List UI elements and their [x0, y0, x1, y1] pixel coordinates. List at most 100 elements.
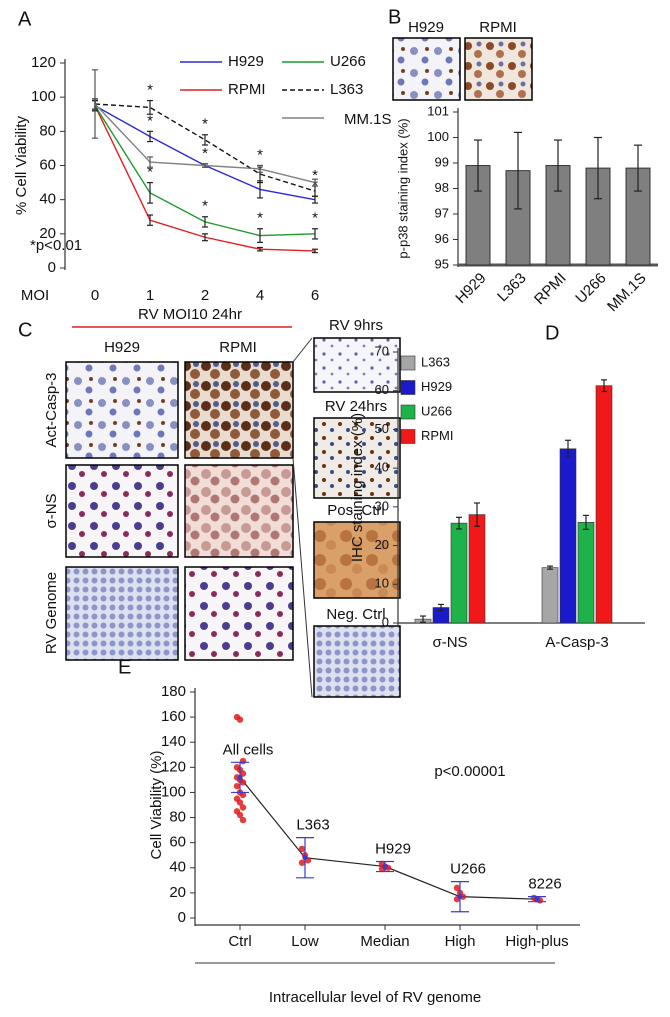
mean-point — [534, 896, 540, 902]
significance-mark: * — [257, 146, 263, 163]
bar — [559, 448, 577, 624]
control-label: RV 9hrs — [329, 317, 383, 334]
micrograph — [184, 464, 294, 558]
micrograph — [313, 417, 401, 499]
micrograph — [184, 566, 294, 661]
y-tick-label: 160 — [161, 708, 186, 725]
legend-label: L363 — [421, 354, 450, 369]
image-label: RPMI — [479, 19, 517, 36]
error-bar — [594, 136, 602, 200]
error-bar — [147, 181, 153, 204]
data-point — [233, 782, 241, 790]
point-label: H929 — [375, 840, 411, 857]
micrograph — [464, 37, 533, 101]
y-tick-label: 97 — [435, 205, 449, 220]
error-bar — [634, 144, 642, 192]
error-bar — [554, 139, 562, 192]
column-label: H929 — [104, 339, 140, 356]
data-point — [453, 884, 461, 892]
error-bar — [474, 139, 482, 192]
x-tick-label: RPMI — [531, 270, 570, 309]
legend-swatch — [400, 404, 416, 420]
data-point — [236, 716, 244, 723]
y-tick-label: 0 — [48, 259, 56, 276]
connector — [292, 457, 313, 698]
significance-mark: * — [147, 164, 153, 181]
x-tick-label: 2 — [201, 287, 209, 304]
column-label: RPMI — [219, 339, 257, 356]
significance-mark: * — [312, 210, 318, 227]
y-tick-label: 40 — [169, 859, 186, 876]
legend-swatch — [400, 429, 416, 444]
mean-point — [237, 774, 243, 780]
mean-point — [302, 855, 308, 861]
micrograph — [313, 625, 401, 698]
x-tick-label: U266 — [572, 270, 609, 307]
error-bar — [601, 379, 607, 393]
row-label: σ-NS — [43, 493, 60, 528]
micrograph — [313, 337, 401, 393]
error-bar — [583, 514, 589, 530]
panel-title: RV MOI10 24hr — [138, 306, 242, 323]
row-label: Act-Casp-3 — [43, 372, 60, 447]
significance-mark: * — [147, 82, 153, 99]
data-point — [236, 811, 244, 819]
y-tick-label: 100 — [427, 129, 449, 144]
micrograph — [65, 464, 179, 558]
panel-label: C — [18, 319, 32, 341]
error-bar — [92, 69, 98, 139]
y-tick-label: 100 — [31, 88, 56, 105]
connector — [292, 337, 313, 363]
y-tick-label: 40 — [39, 191, 56, 208]
panel-c: C RV MOI10 24hr H929 RPMI Act-Casp-3 σ-N… — [18, 306, 401, 698]
significance-mark: * — [312, 167, 318, 184]
mean-point — [457, 894, 463, 900]
x-axis-label: MOI — [21, 287, 49, 304]
y-tick-label: 180 — [161, 683, 186, 700]
y-tick-label: 140 — [161, 733, 186, 750]
x-tick-label: σ-NS — [432, 634, 467, 651]
micrograph — [65, 361, 179, 459]
legend-label: L363 — [330, 81, 363, 98]
legend-label: H929 — [228, 53, 264, 70]
x-tick-label: L363 — [494, 270, 530, 306]
error-bar — [257, 228, 263, 243]
note: *p<0.01 — [30, 237, 82, 254]
series-line — [94, 103, 316, 192]
y-tick-label: 20 — [39, 225, 56, 242]
control-label: Pos. Ctrl — [327, 502, 385, 519]
y-tick-label: 80 — [39, 122, 56, 139]
y-axis-label: IHC staining index (%) — [349, 413, 366, 562]
point-label: 8226 — [528, 876, 561, 893]
x-tick-label: 6 — [311, 287, 319, 304]
x-tick-label: A-Casp-3 — [545, 634, 608, 651]
y-tick-label: 101 — [427, 103, 449, 118]
y-tick-label: 60 — [169, 834, 186, 851]
legend-label: U266 — [330, 53, 366, 70]
point-label: U266 — [450, 861, 486, 878]
y-tick-label: 10 — [375, 576, 389, 591]
legend-label: RPMI — [228, 81, 266, 98]
panel-label: B — [388, 6, 401, 28]
significance-mark: * — [147, 112, 153, 129]
significance-mark: * — [202, 116, 208, 133]
error-bar — [202, 216, 208, 228]
data-point — [298, 859, 306, 866]
bar — [577, 522, 595, 624]
legend-label: U266 — [421, 403, 452, 418]
legend-label: H929 — [421, 379, 452, 394]
x-tick-label: 0 — [91, 287, 99, 304]
x-tick-label: Median — [360, 933, 409, 950]
legend-swatch — [400, 380, 416, 395]
x-tick-label: MM.1S — [604, 270, 650, 316]
data-point — [239, 804, 247, 811]
x-axis-label: Intracellular level of RV genome — [269, 989, 481, 1006]
y-tick-label: 99 — [435, 154, 449, 169]
panel-label: E — [118, 656, 131, 678]
error-bar — [147, 156, 153, 168]
mean-point — [382, 864, 388, 870]
error-bar — [202, 233, 208, 242]
error-bar — [202, 134, 208, 146]
legend-label: RPMI — [421, 428, 454, 443]
error-bar — [202, 163, 208, 168]
